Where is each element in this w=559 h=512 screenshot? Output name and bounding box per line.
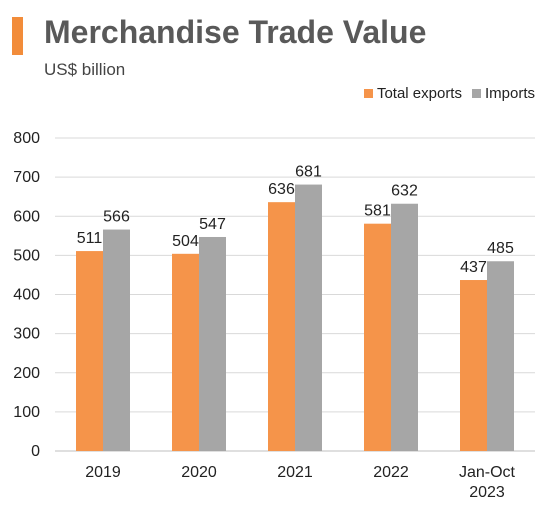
x-tick-label: 2022: [373, 464, 409, 481]
data-label-imports: 681: [295, 164, 322, 181]
chart-title: Merchandise Trade Value: [44, 14, 427, 50]
bar-imports: [103, 229, 130, 451]
x-tick-label-line2: 2023: [469, 484, 505, 501]
y-tick-label: 600: [13, 208, 40, 225]
data-label-imports: 632: [391, 183, 418, 200]
bar-imports: [391, 203, 418, 451]
bar-exports: [76, 251, 103, 451]
data-label-exports: 511: [77, 230, 103, 247]
y-tick-label: 100: [13, 404, 40, 421]
data-label-imports: 547: [199, 216, 226, 233]
bar-exports: [364, 223, 391, 451]
data-label-exports: 636: [268, 181, 295, 198]
bar-imports: [199, 236, 226, 451]
data-label-imports: 566: [103, 209, 130, 226]
y-tick-label: 500: [13, 247, 40, 264]
title-accent-bar: [12, 17, 23, 55]
legend-swatch-imports: [471, 89, 481, 98]
legend-swatch-exports: [363, 89, 373, 98]
y-tick-label: 200: [13, 365, 40, 382]
bar-exports: [460, 280, 487, 451]
y-tick-label: 800: [13, 130, 40, 147]
data-label-exports: 504: [172, 233, 199, 250]
data-label-imports: 485: [487, 240, 514, 257]
legend-label-imports: Imports: [484, 85, 535, 102]
bar-exports: [172, 253, 199, 451]
bar-exports: [268, 202, 295, 451]
bar-imports: [295, 184, 322, 451]
data-label-exports: 581: [364, 203, 391, 220]
data-label-exports: 437: [460, 259, 487, 276]
bar-imports: [487, 261, 514, 451]
y-tick-label: 700: [13, 169, 40, 186]
legend-item-imports: Imports: [471, 85, 535, 102]
chart-subtitle: US$ billion: [44, 60, 126, 79]
chart-legend: Total exports Imports: [354, 85, 535, 102]
legend-item-exports: Total exports: [363, 85, 462, 102]
x-tick-label: Jan-Oct: [459, 464, 516, 481]
x-tick-label: 2021: [277, 464, 313, 481]
legend-label-exports: Total exports: [376, 85, 462, 102]
y-tick-label: 300: [13, 326, 40, 343]
y-tick-label: 400: [13, 287, 40, 304]
x-tick-label: 2020: [181, 464, 217, 481]
x-tick-label: 2019: [85, 464, 121, 481]
y-tick-label: 0: [31, 443, 40, 460]
